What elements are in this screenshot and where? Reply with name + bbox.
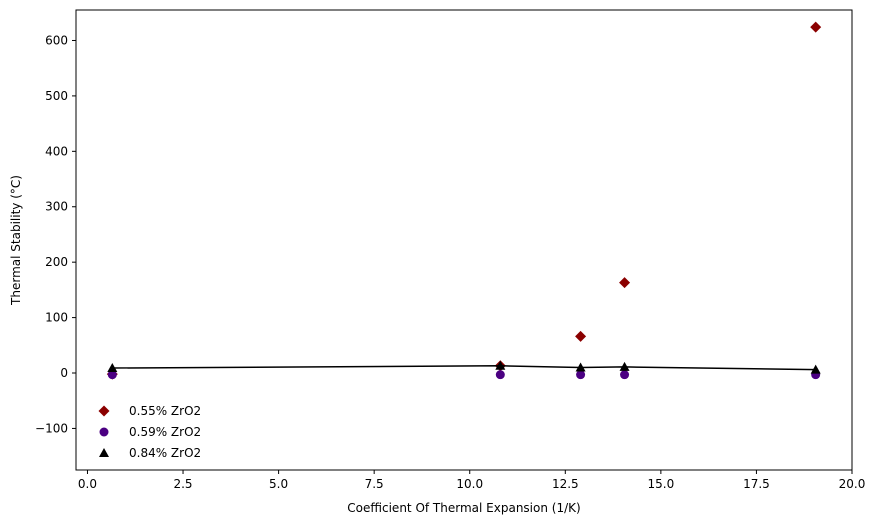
x-tick-label: 0.0 xyxy=(78,477,97,491)
legend-label: 0.59% ZrO2 xyxy=(129,425,201,439)
legend-marker xyxy=(98,405,110,417)
y-tick-label: −100 xyxy=(35,421,68,435)
y-tick-label: 500 xyxy=(45,89,68,103)
series-3 xyxy=(107,360,821,374)
legend: 0.55% ZrO2 0.59% ZrO2 0.84% ZrO2 xyxy=(98,404,201,460)
legend-marker xyxy=(99,448,109,457)
y-tick-label: 0 xyxy=(60,366,68,380)
axes-frame xyxy=(75,9,853,471)
legend-item: 0.55% ZrO2 xyxy=(98,404,201,418)
x-tick-label: 20.0 xyxy=(839,477,866,491)
data-point xyxy=(620,370,630,380)
y-tick-label: 200 xyxy=(45,255,68,269)
series-2 xyxy=(107,370,821,380)
data-point xyxy=(495,370,505,380)
y-axis-label: Thermal Stability (°C) xyxy=(9,175,23,306)
legend-item: 0.59% ZrO2 xyxy=(99,425,201,439)
x-tick-label: 2.5 xyxy=(173,477,192,491)
data-point xyxy=(619,277,631,289)
x-tick-label: 5.0 xyxy=(269,477,288,491)
x-tick-label: 12.5 xyxy=(552,477,579,491)
series-1 xyxy=(106,21,822,380)
y-axis: −100 0 100 200 300 400 500 600 xyxy=(35,33,76,435)
data-point xyxy=(619,361,630,371)
plot-area xyxy=(75,9,853,471)
legend-label: 0.55% ZrO2 xyxy=(129,404,201,418)
x-tick-label: 10.0 xyxy=(456,477,483,491)
data-point xyxy=(810,364,821,374)
data-point xyxy=(575,362,586,372)
data-point xyxy=(107,363,118,373)
legend-item: 0.84% ZrO2 xyxy=(99,446,201,460)
x-tick-label: 15.0 xyxy=(648,477,675,491)
y-tick-label: 600 xyxy=(45,33,68,47)
data-point xyxy=(575,330,587,342)
data-point xyxy=(495,360,506,370)
legend-marker xyxy=(99,427,109,437)
x-axis-label: Coefficient Of Thermal Expansion (1/K) xyxy=(347,501,580,515)
y-tick-label: 400 xyxy=(45,144,68,158)
y-tick-label: 300 xyxy=(45,200,68,214)
legend-label: 0.84% ZrO2 xyxy=(129,446,201,460)
x-tick-label: 7.5 xyxy=(365,477,384,491)
data-point xyxy=(576,370,586,380)
data-point xyxy=(810,21,822,33)
y-tick-label: 100 xyxy=(45,311,68,325)
data-point xyxy=(107,370,117,380)
series-line xyxy=(112,365,816,371)
x-tick-label: 17.5 xyxy=(743,477,770,491)
x-axis: 0.0 2.5 5.0 7.5 10.0 12.5 15.0 17.5 20.0 xyxy=(78,470,865,491)
series-layer xyxy=(106,21,822,380)
